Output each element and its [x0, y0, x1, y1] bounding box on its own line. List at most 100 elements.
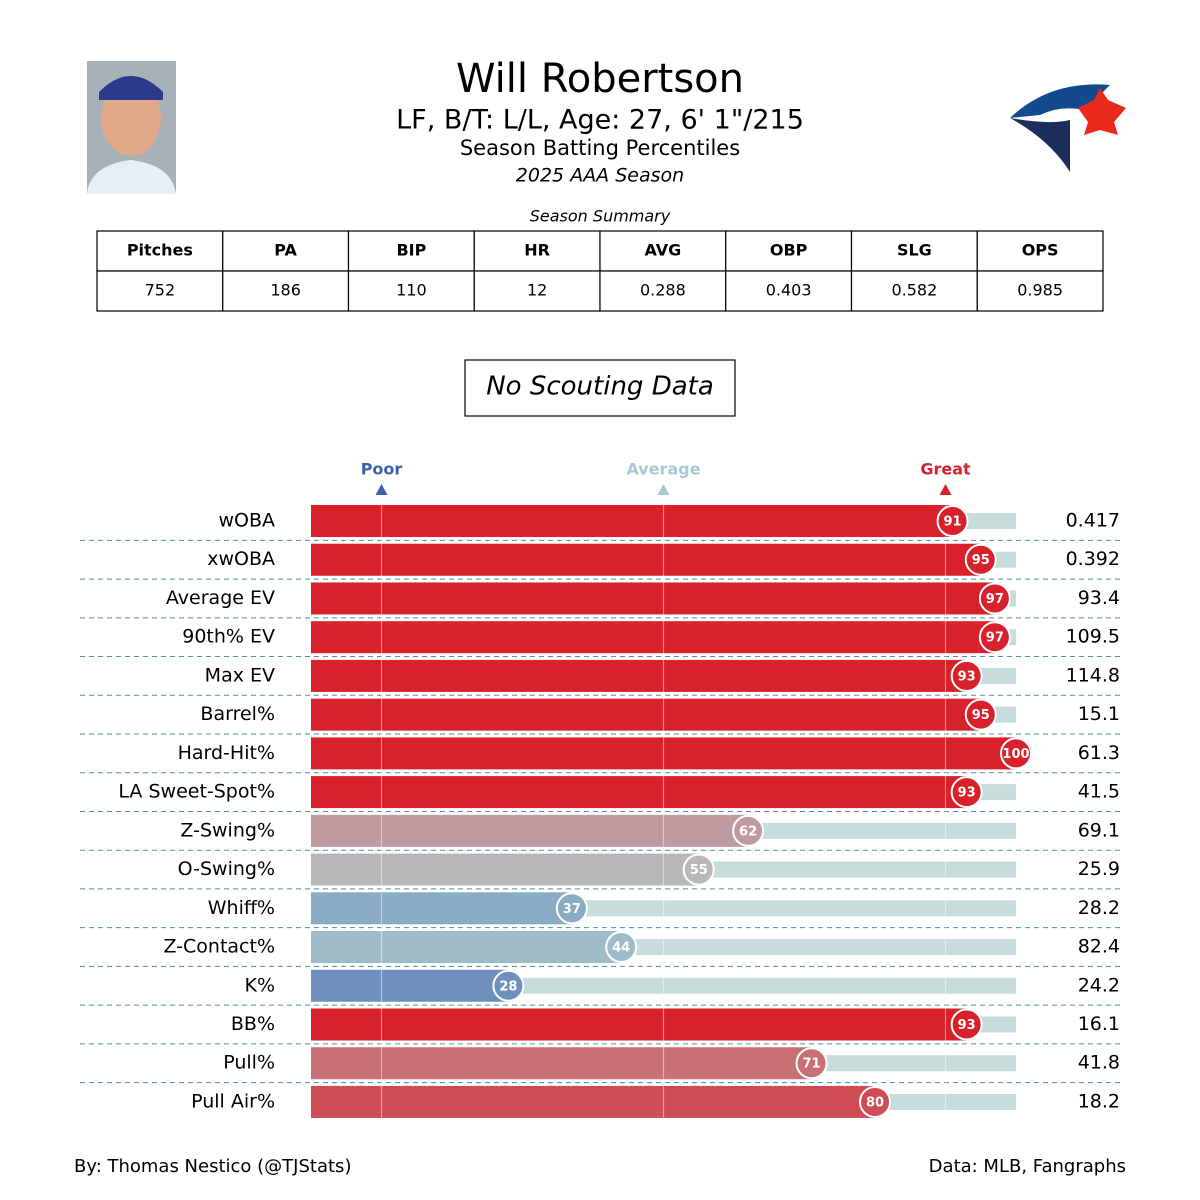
bar: [311, 582, 995, 615]
percentile-label: 91: [944, 515, 962, 530]
stat-value: 25.9: [1078, 858, 1120, 880]
marker-arrow: [375, 484, 388, 495]
table-header-cell: [96, 230, 224, 272]
percentile-dot: [682, 853, 715, 886]
bar: [311, 969, 509, 1002]
percentile-label: 100: [1002, 747, 1029, 762]
bar: [311, 814, 749, 847]
bar: [311, 853, 699, 886]
percentile-dot: [978, 621, 1011, 654]
table-header: OBP: [770, 241, 808, 260]
bar: [311, 737, 1016, 770]
percentile-dot: [492, 969, 525, 1002]
player-name: Will Robertson: [456, 56, 744, 102]
footer-right: Data: MLB, Fangraphs: [929, 1156, 1126, 1177]
table-header: PA: [274, 241, 297, 260]
percentile-label: 93: [958, 1018, 976, 1033]
metric-label: Hard-Hit%: [178, 742, 275, 764]
table-cell: [96, 270, 224, 312]
subtitle: Season Batting Percentiles: [460, 136, 740, 160]
stat-value: 61.3: [1078, 742, 1120, 764]
percentile-dot: [964, 543, 997, 576]
percentile-dot: [1000, 737, 1032, 770]
table-header: Pitches: [127, 241, 193, 260]
metric-label: O-Swing%: [178, 858, 275, 880]
scouting-text: No Scouting Data: [486, 372, 714, 402]
bar: [311, 931, 622, 964]
percentile-label: 97: [986, 592, 1004, 607]
summary-title: Season Summary: [530, 207, 671, 226]
stat-value: 0.392: [1066, 548, 1120, 570]
table-header: AVG: [644, 241, 681, 260]
table-value: 12: [527, 281, 547, 300]
bar: [311, 659, 967, 692]
bar: [311, 1047, 812, 1080]
team-logo: [1010, 84, 1126, 172]
bar: [311, 698, 981, 731]
stat-value: 69.1: [1078, 819, 1120, 841]
table-cell: [473, 270, 601, 312]
table-header: BIP: [396, 241, 426, 260]
season: 2025 AAA Season: [516, 165, 684, 187]
percentile-label: 37: [563, 902, 581, 917]
stat-value: 41.8: [1078, 1052, 1120, 1074]
footer-left: By: Thomas Nestico (@TJStats): [74, 1156, 351, 1177]
table-header: HR: [524, 241, 550, 260]
summary-table: Pitches PA BIP HR AVG OBP SLG OPS 752 186 110 12 0.2…: [96, 230, 1104, 312]
table-cell: [347, 270, 475, 312]
percentile-dot: [964, 698, 997, 731]
metric-label: Pull Air%: [191, 1090, 275, 1112]
stat-value: 18.2: [1078, 1090, 1120, 1112]
marker-label: Average: [626, 460, 700, 479]
stat-value: 109.5: [1066, 626, 1120, 648]
bar: [311, 543, 981, 576]
percentile-label: 93: [958, 669, 976, 684]
percentile-label: 28: [499, 979, 517, 994]
percentile-label: 97: [986, 631, 1004, 646]
percentile-dot: [936, 505, 969, 537]
table-cell: [222, 270, 350, 312]
stat-value: 28.2: [1078, 897, 1120, 919]
table-value: 0.403: [766, 281, 812, 300]
table-value: 0.985: [1017, 281, 1063, 300]
stat-value: 16.1: [1078, 1013, 1120, 1035]
percentile-dot: [605, 931, 638, 964]
metric-label: wOBA: [218, 510, 275, 532]
percentile-dot: [950, 1008, 983, 1041]
percentile-dot: [732, 814, 765, 847]
percentile-label: 93: [958, 786, 976, 801]
marker-arrow: [939, 484, 952, 495]
metric-label: xwOBA: [207, 548, 275, 570]
metric-label: Barrel%: [200, 703, 275, 725]
table-header: SLG: [897, 241, 932, 260]
scouting-box: [464, 359, 736, 417]
percentile-dot: [950, 776, 983, 809]
metric-label: Max EV: [205, 664, 275, 686]
metric-label: Z-Contact%: [163, 936, 275, 958]
stat-value: 0.417: [1066, 510, 1120, 532]
percentile-label: 44: [612, 941, 630, 956]
stat-value: 93.4: [1078, 587, 1120, 609]
table-header-cell: [976, 230, 1104, 272]
table-value: 0.582: [891, 281, 937, 300]
metric-label: BB%: [231, 1013, 275, 1035]
table-cell: [976, 270, 1104, 312]
bar: [311, 1085, 875, 1118]
percentile-dot: [795, 1047, 828, 1080]
player-photo: [87, 61, 176, 194]
bar: [311, 505, 953, 537]
table-header-cell: [850, 230, 978, 272]
table-value: 0.288: [640, 281, 686, 300]
player-bio: LF, B/T: L/L, Age: 27, 6' 1"/215: [396, 105, 804, 136]
percentile-label: 55: [690, 863, 708, 878]
percentile-label: 95: [972, 553, 990, 568]
percentile-label: 71: [803, 1057, 821, 1072]
metric-label: Whiff%: [208, 897, 275, 919]
marker-label: Poor: [361, 460, 403, 479]
marker-arrow: [657, 484, 670, 495]
marker-label: Great: [920, 460, 971, 479]
table-value: 110: [396, 281, 427, 300]
bar: [311, 892, 572, 925]
percentile-dot: [950, 659, 983, 692]
